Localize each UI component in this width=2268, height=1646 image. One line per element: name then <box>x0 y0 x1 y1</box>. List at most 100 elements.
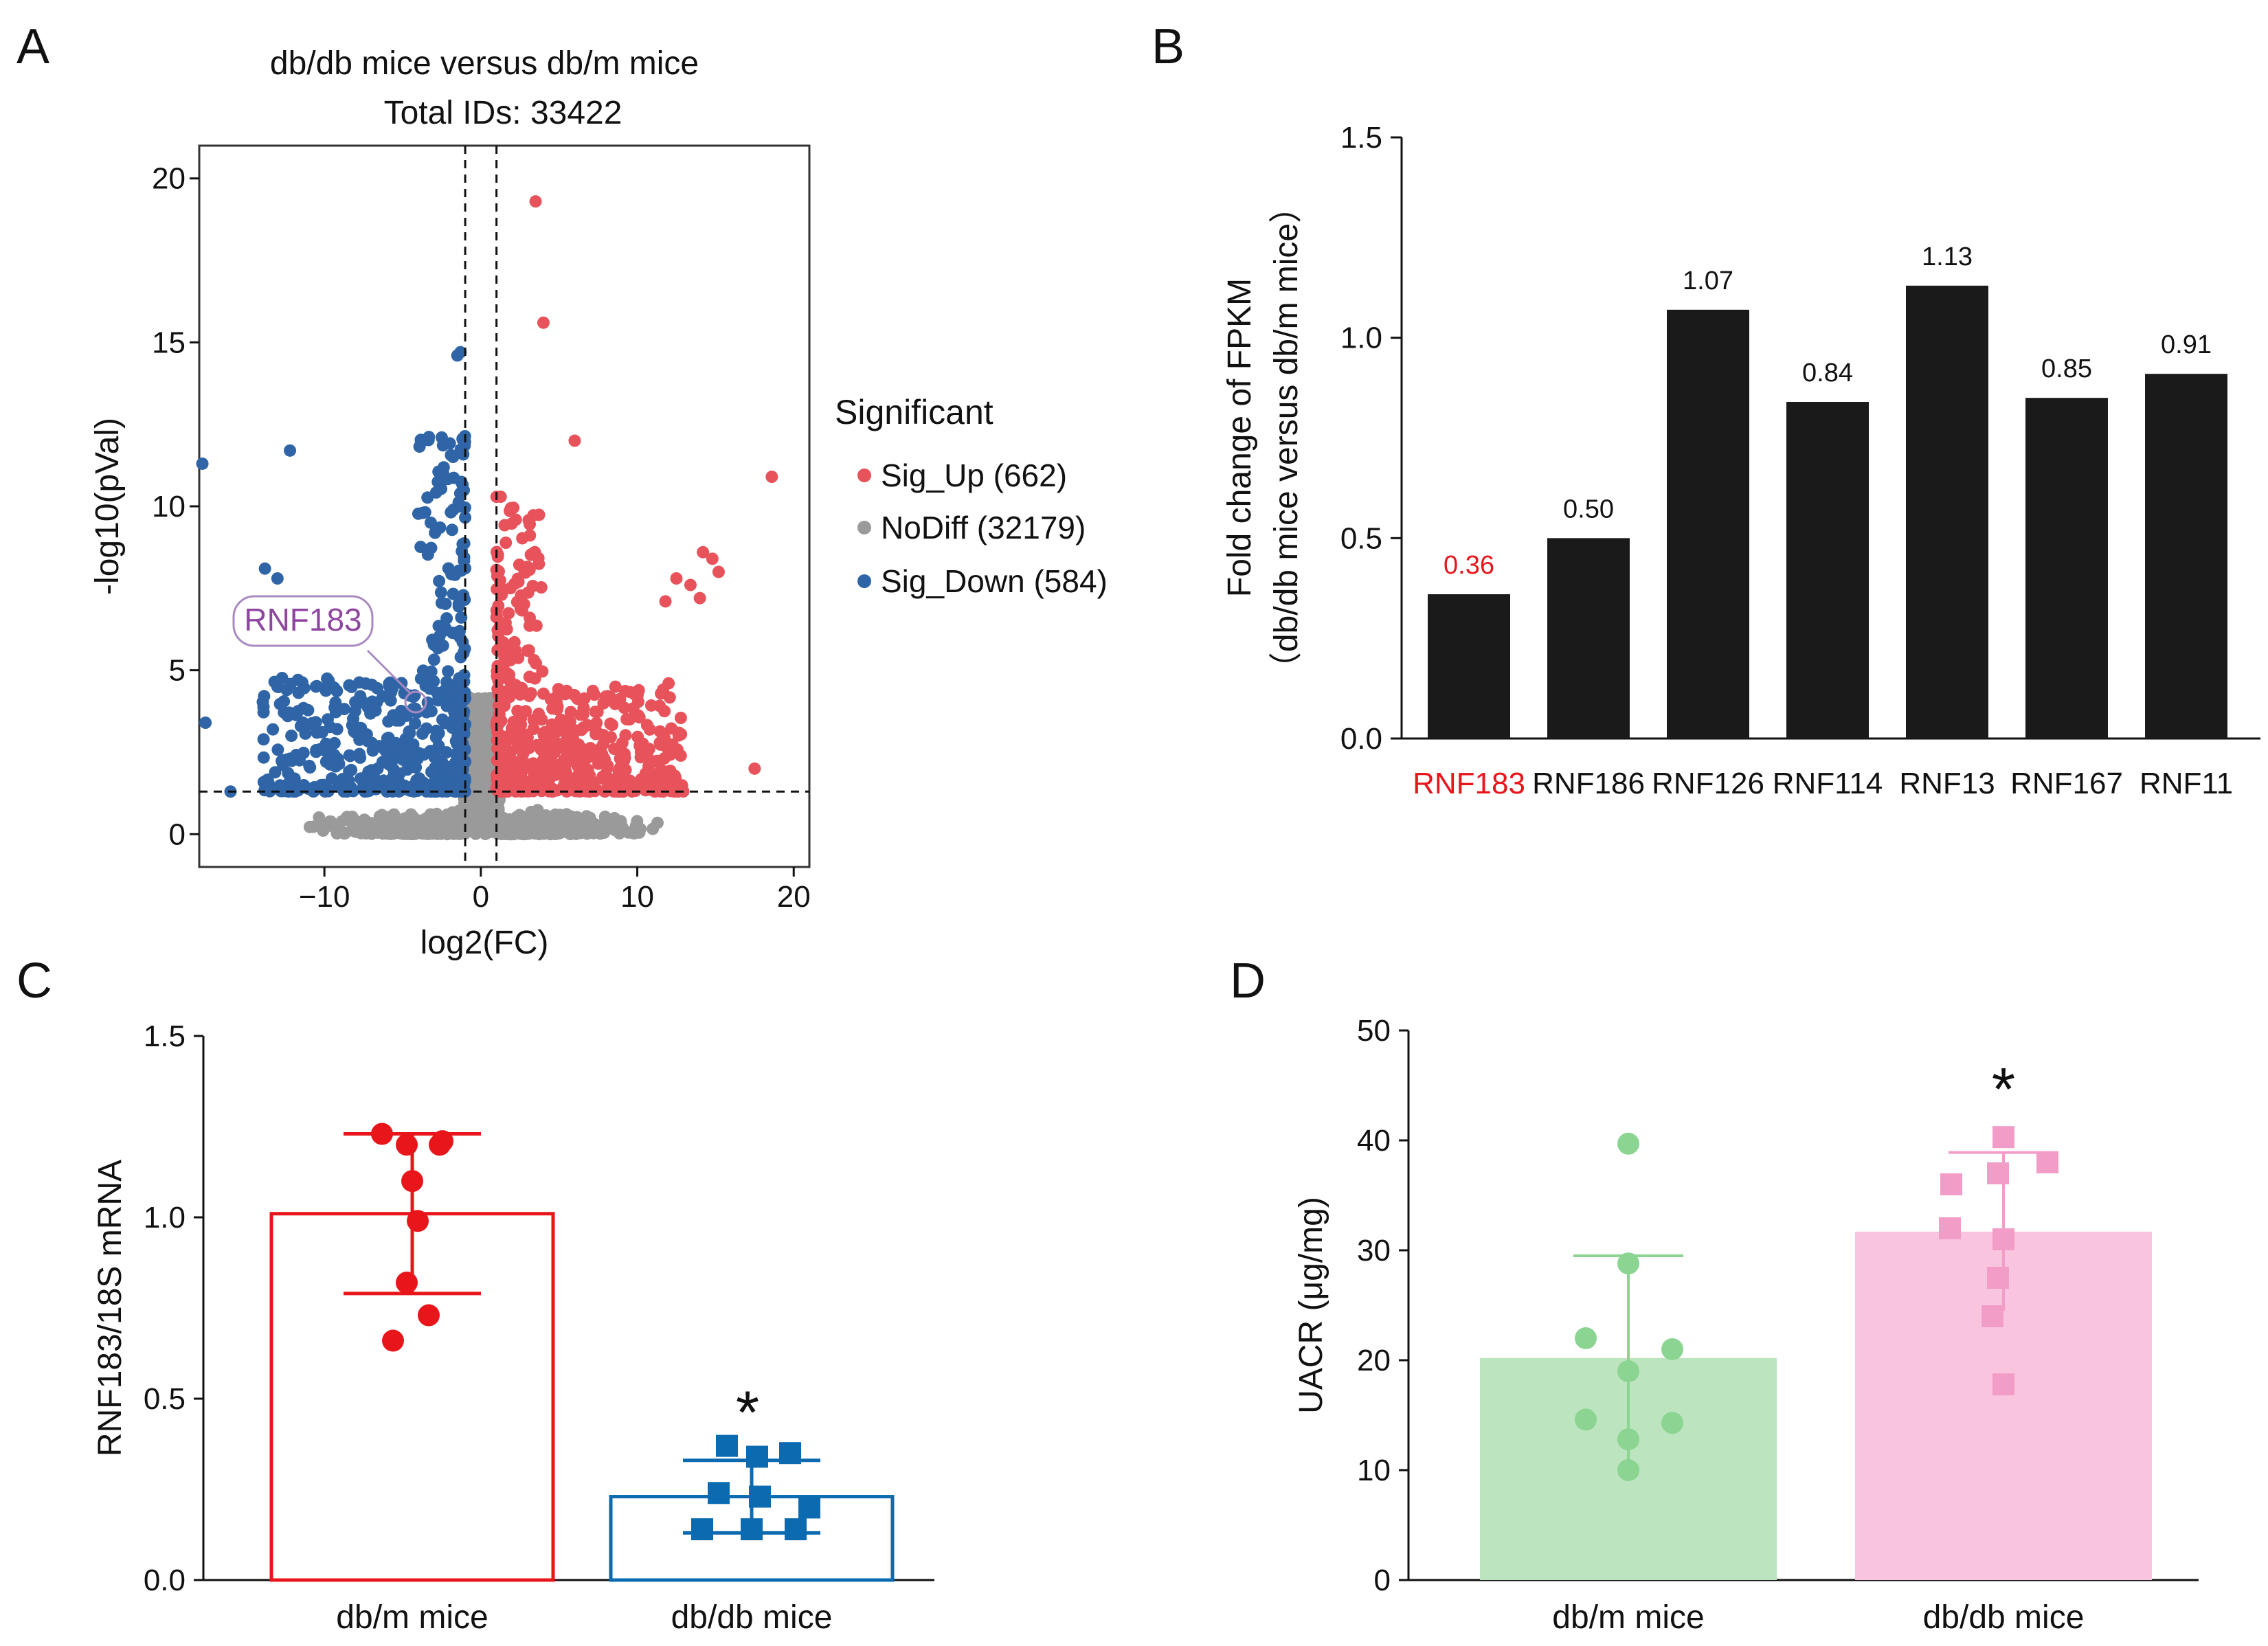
sig-down-point <box>420 722 433 735</box>
sig-down-point <box>345 763 358 776</box>
nodiff-point <box>394 825 407 837</box>
sig-down-point <box>434 586 447 599</box>
sig-down-point <box>432 771 445 784</box>
sig-down-point <box>271 572 284 585</box>
uacr-point <box>1661 1338 1683 1360</box>
sig-up-point <box>653 725 666 738</box>
sig-up-point <box>550 726 563 739</box>
nodiff-point <box>480 754 493 767</box>
mrna-y-axis-title: RNF183/18S mRNA <box>92 1160 128 1456</box>
fpkm-category-label: RNF186 <box>1532 767 1645 800</box>
sig-up-point <box>515 589 528 602</box>
y-tick-label: 10 <box>152 490 186 523</box>
sig-up-point <box>614 780 627 792</box>
sig-up-point <box>589 706 602 719</box>
sig-down-point <box>257 733 270 746</box>
sig-down-point <box>258 562 271 575</box>
y-tick-label: 1.0 <box>1340 322 1382 355</box>
fpkm-category-label: RNF126 <box>1652 767 1764 800</box>
uacr-point <box>1987 1162 2009 1184</box>
sig-up-point <box>578 743 591 756</box>
sig-down-point <box>383 677 396 690</box>
sig-up-point <box>634 745 647 758</box>
nodiff-point <box>481 769 494 782</box>
y-tick-label: 0.5 <box>144 1382 186 1416</box>
volcano-axis-ticks: −10 0 10 20 0 5 10 15 20 <box>152 162 811 914</box>
sig-down-point <box>414 541 427 554</box>
sig-up-point <box>499 537 513 549</box>
sig-up-point <box>523 741 535 754</box>
sig-down-point <box>384 694 397 707</box>
nodiff-point <box>454 813 467 826</box>
y-tick-label: 1.5 <box>1340 121 1382 155</box>
sig-up-point <box>516 532 529 545</box>
legend-marker-nodiff <box>857 521 871 534</box>
fpkm-y-axis-title-line1: Fold change of FPKM <box>1222 278 1258 597</box>
sig-down-point <box>267 723 280 736</box>
sig-up-point <box>586 684 599 697</box>
sig-up-point <box>526 580 539 592</box>
sig-up-point <box>524 518 536 531</box>
sig-down-point <box>459 511 471 524</box>
sig-down-point <box>303 759 316 772</box>
mrna-plot: db/m mice * db/db mice <box>269 1123 895 1636</box>
fpkm-category-label: RNF13 <box>1899 767 1995 800</box>
legend-label-nodiff: NoDiff (32179) <box>881 510 1086 545</box>
callout-label-box <box>232 595 374 647</box>
sig-down-point <box>310 743 323 756</box>
uacr-category-label: db/db mice <box>1923 1599 2085 1636</box>
legend-marker-down <box>857 574 871 588</box>
sig-down-point <box>274 785 287 798</box>
sig-down-point <box>433 574 446 587</box>
sig-up-point <box>551 700 564 713</box>
sig-down-point <box>453 625 466 638</box>
sig-up-point <box>515 681 528 695</box>
sig-down-point <box>319 737 333 750</box>
sig-up-point <box>572 767 585 780</box>
sig-up-point <box>538 761 551 774</box>
legend-label-up: Sig_Up (662) <box>881 458 1067 493</box>
sig-up-point <box>567 732 579 745</box>
sig-up-point <box>502 607 515 620</box>
sig-up-point <box>504 501 517 515</box>
sig-down-point <box>196 457 209 470</box>
sig-down-point <box>458 484 470 497</box>
sig-up-point <box>706 552 719 565</box>
panel-b: B 0.0 0.5 1.0 1.5 0.36 RNF183 0.50 RNF186 1.07 R… <box>1152 19 2260 800</box>
nodiff-point <box>596 822 609 835</box>
panel-letter-b: B <box>1152 19 1184 74</box>
sig-down-point <box>348 705 361 718</box>
sig-up-point <box>491 725 504 739</box>
sig-down-point <box>412 507 425 520</box>
sig-down-point <box>403 725 416 738</box>
sig-up-point <box>523 563 536 576</box>
sig-down-point <box>370 696 383 709</box>
sig-down-point <box>366 744 379 757</box>
mrna-point <box>691 1518 713 1541</box>
sig-down-point <box>257 706 270 719</box>
volcano-x-axis-title: log2(FC) <box>420 925 549 961</box>
sig-up-point <box>655 774 667 787</box>
sig-up-point <box>669 769 682 782</box>
nodiff-point <box>313 811 326 824</box>
sig-down-point <box>441 473 454 486</box>
fpkm-bar <box>1667 309 1749 739</box>
sig-down-point <box>271 743 284 756</box>
sig-down-point <box>329 706 342 719</box>
sig-down-point <box>427 653 440 666</box>
mrna-point <box>396 1134 418 1156</box>
sig-up-point <box>654 785 667 798</box>
mrna-point <box>746 1445 768 1468</box>
uacr-point <box>1617 1428 1639 1451</box>
y-tick-label: 40 <box>1357 1124 1391 1158</box>
nodiff-point <box>479 701 491 714</box>
sig-up-point <box>522 644 535 657</box>
sig-down-point <box>445 506 458 519</box>
sig-up-point <box>537 728 550 741</box>
legend-marker-up <box>857 469 871 482</box>
nodiff-point <box>614 815 627 828</box>
sig-down-point <box>457 708 470 721</box>
uacr-point <box>1575 1408 1597 1431</box>
mrna-point <box>371 1123 393 1145</box>
sig-down-point <box>425 665 438 678</box>
